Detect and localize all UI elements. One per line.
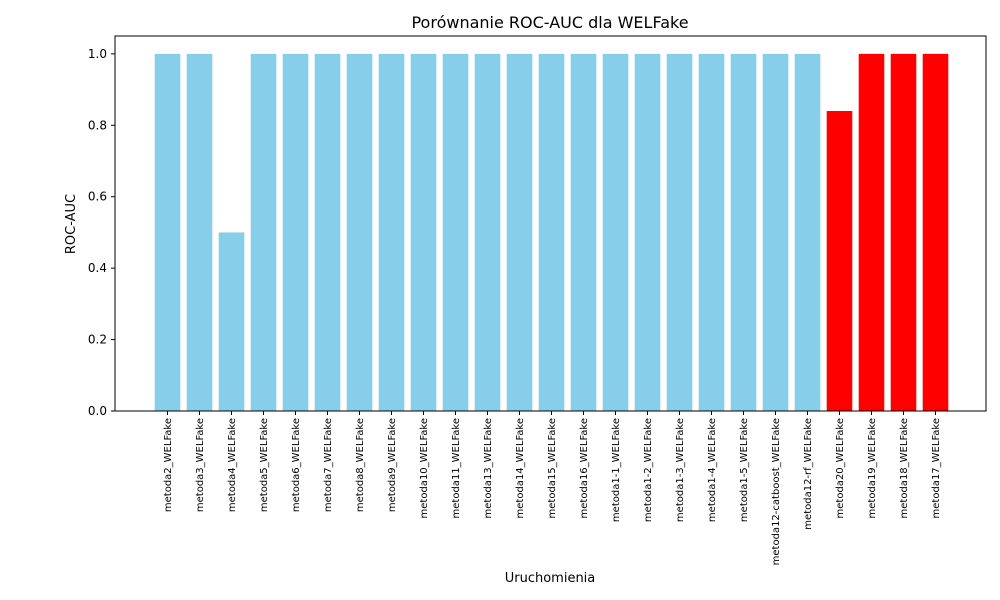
bar-metoda8_WELFake [346,53,373,412]
bar-metoda15_WELFake [538,53,565,412]
x-tick-label: metoda1-5_WELFake [739,418,750,522]
x-tick-label: metoda18_WELFake [899,418,910,518]
bar-metoda2_WELFake [154,53,181,412]
bar-metoda20_WELFake [826,111,853,411]
bar-metoda10_WELFake [410,53,437,412]
bar-metoda1-1_WELFake [602,53,629,412]
y-axis-label: ROC-AUC [64,194,79,254]
bar-metoda3_WELFake [186,53,213,412]
y-axis: 0.0 0.2 0.4 0.6 0.8 1.0 [88,47,115,418]
bars-group [154,53,949,412]
bar-metoda4_WELFake [218,232,245,411]
x-tick-label: metoda4_WELFake [227,418,238,512]
x-tick-label: metoda1-1_WELFake [611,418,622,522]
x-tick-label: metoda14_WELFake [515,418,526,518]
x-tick-label: metoda6_WELFake [291,418,302,512]
x-tick-label: metoda8_WELFake [355,418,366,512]
y-tick-label: 0.2 [88,333,107,347]
x-tick-label: metoda17_WELFake [931,418,942,518]
x-tick-label: metoda5_WELFake [259,418,270,512]
bar-metoda5_WELFake [250,53,277,412]
x-tick-label: metoda20_WELFake [835,418,846,518]
x-tick-label: metoda2_WELFake [163,418,174,512]
y-tick-label: 0.6 [88,190,107,204]
x-axis-label: Uruchomienia [505,571,596,586]
x-axis: metoda2_WELFake metoda3_WELFake metoda4_WE… [163,411,942,565]
plot-frame [114,35,987,412]
bar-metoda12-catboost_WELFake [762,53,789,412]
x-tick-label: metoda11_WELFake [451,418,462,518]
bar-metoda13_WELFake [474,53,501,412]
x-tick-label: metoda12-rf_WELFake [803,418,814,530]
x-tick-label: metoda3_WELFake [195,418,206,512]
bar-metoda9_WELFake [378,53,405,412]
y-tick-label: 0.0 [88,404,107,418]
bar-metoda16_WELFake [570,53,597,412]
bar-metoda7_WELFake [314,53,341,412]
y-tick-label: 0.8 [88,118,107,132]
bar-metoda6_WELFake [282,53,309,412]
x-tick-label: metoda7_WELFake [323,418,334,512]
bar-metoda1-5_WELFake [730,53,757,412]
x-tick-label: metoda1-4_WELFake [707,418,718,522]
y-tick-label: 1.0 [88,47,107,61]
x-tick-label: metoda1-3_WELFake [675,418,686,522]
x-tick-label: metoda15_WELFake [547,418,558,518]
x-tick-label: metoda12-catboost_WELFake [771,418,782,565]
bar-metoda17_WELFake [922,53,949,412]
x-tick-label: metoda16_WELFake [579,418,590,518]
bar-metoda11_WELFake [442,53,469,412]
bar-metoda12-rf_WELFake [794,53,821,412]
bar-metoda18_WELFake [890,53,917,412]
bar-metoda1-3_WELFake [666,53,693,412]
bar-metoda1-4_WELFake [698,53,725,412]
x-tick-label: metoda9_WELFake [387,418,398,512]
bar-metoda19_WELFake [858,53,885,412]
chart-title: Porównanie ROC-AUC dla WELFake [411,13,688,32]
x-tick-label: metoda19_WELFake [867,418,878,518]
x-tick-label: metoda1-2_WELFake [643,418,654,522]
x-tick-label: metoda13_WELFake [483,418,494,518]
x-tick-label: metoda10_WELFake [419,418,430,518]
y-tick-label: 0.4 [88,261,107,275]
bar-metoda14_WELFake [506,53,533,412]
bar-metoda1-2_WELFake [634,53,661,412]
